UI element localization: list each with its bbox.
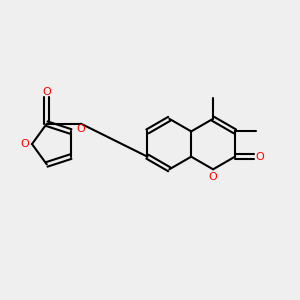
Text: O: O [42, 87, 51, 97]
Text: O: O [209, 172, 218, 182]
Text: O: O [20, 139, 29, 149]
Text: O: O [76, 124, 85, 134]
Text: O: O [256, 152, 265, 162]
